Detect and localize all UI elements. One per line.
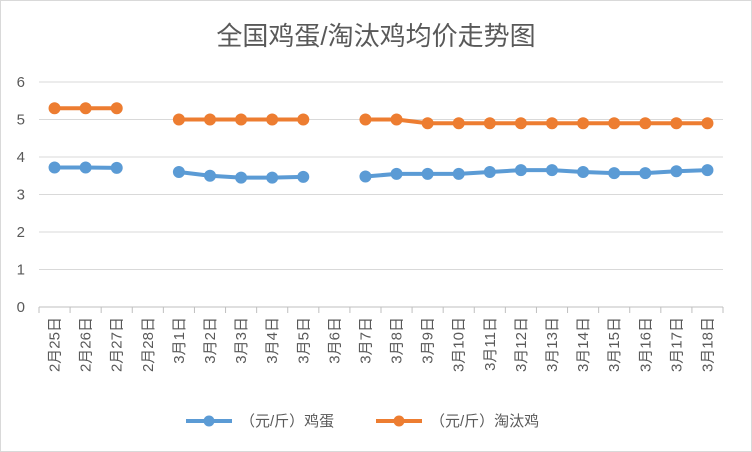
x-tick-label: 2月26日 [78,317,95,372]
data-point [421,167,434,180]
x-tick-label: 3月17日 [668,317,685,372]
data-point [359,113,372,126]
data-point [546,164,558,177]
data-point [48,161,61,174]
data-point [110,102,123,115]
x-tick-label: 3月7日 [357,317,374,364]
data-point [79,102,92,115]
y-tick-label: 4 [17,149,25,166]
y-tick-label: 0 [17,299,25,316]
x-tick-label: 3月14日 [575,317,592,372]
x-tick-label: 2月27日 [109,317,126,372]
legend-marker [203,415,215,427]
data-point [577,166,590,178]
x-tick-label: 3月2日 [202,317,219,364]
data-point [670,117,683,130]
data-point [297,170,310,183]
data-point [235,171,248,184]
data-point [701,164,714,177]
gridlines [39,81,723,308]
x-axis: 2月25日 2月26日 2月27日 2月28日 3月1日 3月2日 3月3日 3月4日 3月5日… [38,307,724,372]
data-point [172,113,185,126]
x-tick-label: 3月6日 [326,317,343,364]
x-tick-label: 3月3日 [233,317,250,364]
series-lines [48,102,714,184]
data-point [514,164,527,177]
data-point [701,117,714,130]
y-tick-label: 1 [17,262,25,279]
data-point [204,113,216,126]
data-point [204,169,216,182]
x-tick-label: 3月1日 [171,317,188,364]
data-point [390,167,403,180]
x-tick-label: 3月9日 [420,317,437,364]
data-point [514,117,527,130]
data-point [421,117,434,130]
y-axis: 0 1 2 3 4 5 6 [17,74,25,316]
data-point [48,102,61,115]
data-point [483,166,496,178]
x-tick-label: 3月5日 [295,317,312,364]
data-point [639,117,652,130]
legend-marker [393,415,405,427]
data-point [452,117,465,130]
data-point [79,161,92,174]
data-point [266,171,279,184]
data-point [670,165,683,178]
legend-label: （元/斤）鸡蛋 [240,413,334,430]
data-point [359,170,372,183]
data-point [110,161,123,174]
legend-item-1: （元/斤）淘汰鸡 [376,413,539,430]
x-tick-label: 3月12日 [513,317,530,372]
legend-item-0: （元/斤）鸡蛋 [186,413,334,430]
data-point [266,113,279,126]
x-tick-label: 3月15日 [606,317,623,372]
data-point [639,167,652,180]
data-point [235,113,248,126]
data-point [608,117,621,130]
x-tick-label: 3月4日 [264,317,281,364]
y-tick-label: 6 [17,74,25,91]
data-point [390,113,403,126]
data-point [297,113,310,126]
x-tick-label: 2月25日 [47,317,64,372]
data-point [608,167,621,180]
chart-title: 全国鸡蛋/淘汰鸡均价走势图 [216,21,535,51]
x-tick-label: 3月11日 [482,317,499,371]
x-tick-label: 3月13日 [544,317,561,372]
x-tick-label: 3月10日 [451,317,468,372]
data-point [452,167,465,180]
y-tick-label: 2 [17,224,25,241]
data-point [172,166,185,178]
legend: （元/斤）鸡蛋 （元/斤）淘汰鸡 [186,413,539,430]
data-point [546,117,558,130]
x-tick-label: 2月28日 [140,317,157,372]
x-tick-label: 3月18日 [699,317,716,372]
x-tick-label: 3月8日 [389,317,406,364]
data-point [483,117,496,130]
x-tick-label: 3月16日 [637,317,654,372]
legend-label: （元/斤）淘汰鸡 [430,413,539,430]
data-point [577,117,590,130]
y-tick-label: 5 [17,112,25,129]
y-tick-label: 3 [17,187,25,204]
